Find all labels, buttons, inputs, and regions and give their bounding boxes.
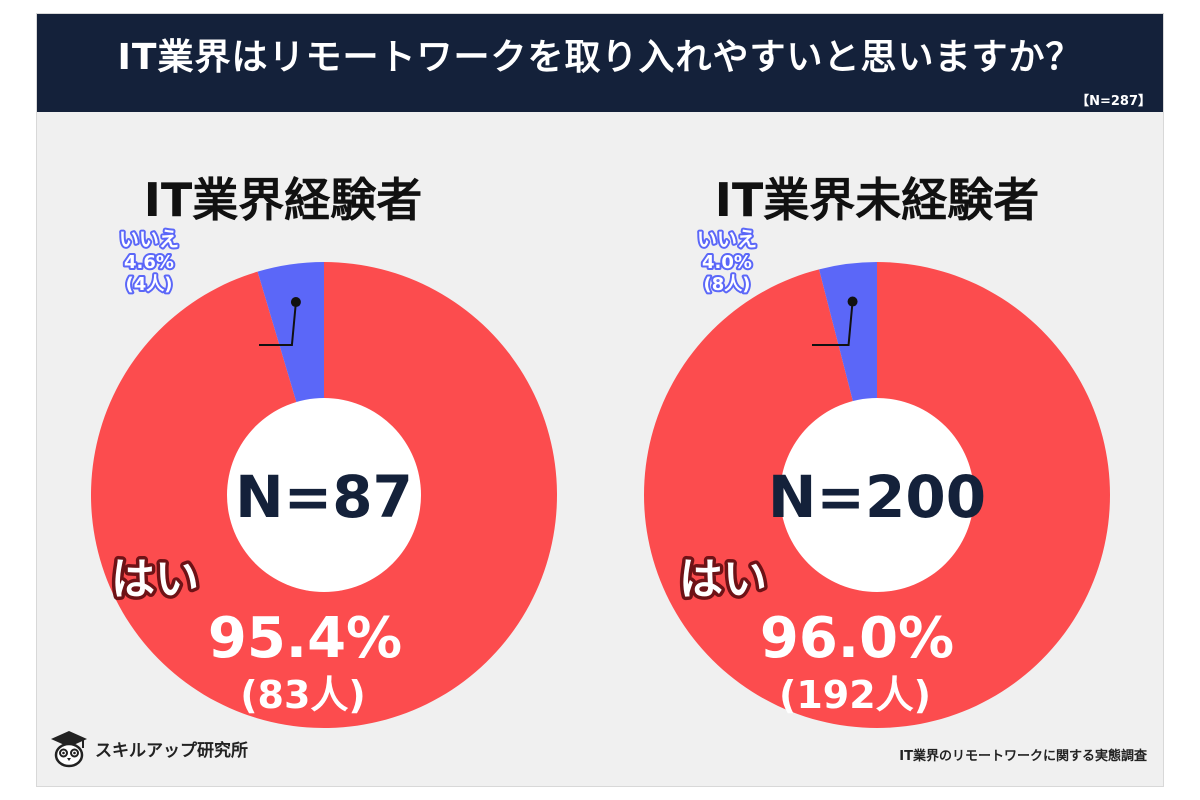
percent-yes: 95.4% [208, 606, 402, 671]
donut-hole [780, 398, 974, 592]
center-sample-size: N=87 [235, 463, 413, 531]
count-no: (4人) [126, 274, 173, 295]
label-yes: はい [679, 554, 767, 605]
leader-dot [847, 296, 858, 307]
title-banner: IT業界はリモートワークを取り入れやすいと思いますか？ 【N=287】 [37, 14, 1163, 112]
label-no: いいえ [697, 227, 757, 251]
chart-title-inexperienced: IT業界未経験者 [714, 173, 1040, 227]
percent-no: 4.6% [124, 252, 174, 273]
panel-inexperienced: IT業界未経験者 N=200 いいえ 4.0% (8人) はい 96.0% (192人) [601, 112, 1163, 786]
total-sample-size: 【N=287】 [1076, 94, 1151, 109]
survey-source: IT業界のリモートワークに関する実態調査 [899, 749, 1147, 764]
percent-no: 4.0% [702, 252, 752, 273]
label-no: いいえ [119, 227, 179, 251]
infographic-frame: IT業界はリモートワークを取り入れやすいと思いますか？ 【N=287】 IT業界… [36, 13, 1164, 787]
leader-dot [290, 297, 301, 308]
label-yes: はい [111, 554, 199, 605]
panel-experienced: IT業界経験者 N=87 いいえ 4.6% (4人) はい 95.4% (83人) [37, 112, 601, 786]
owl-graduate-icon [51, 731, 87, 768]
count-yes: (192人) [779, 673, 931, 717]
percent-yes: 96.0% [760, 606, 954, 671]
chart-title-experienced: IT業界経験者 [143, 173, 423, 227]
count-no: (8人) [704, 274, 751, 295]
count-yes: (83人) [240, 673, 366, 717]
brand-name: スキルアップ研究所 [95, 740, 248, 761]
page-title: IT業界はリモートワークを取り入れやすいと思いますか？ [117, 37, 1083, 78]
center-sample-size: N=200 [768, 463, 986, 531]
leader-line [259, 301, 297, 346]
donut-hole [227, 398, 421, 592]
brand-logo: スキルアップ研究所 [49, 728, 248, 768]
leader-line [812, 301, 854, 346]
